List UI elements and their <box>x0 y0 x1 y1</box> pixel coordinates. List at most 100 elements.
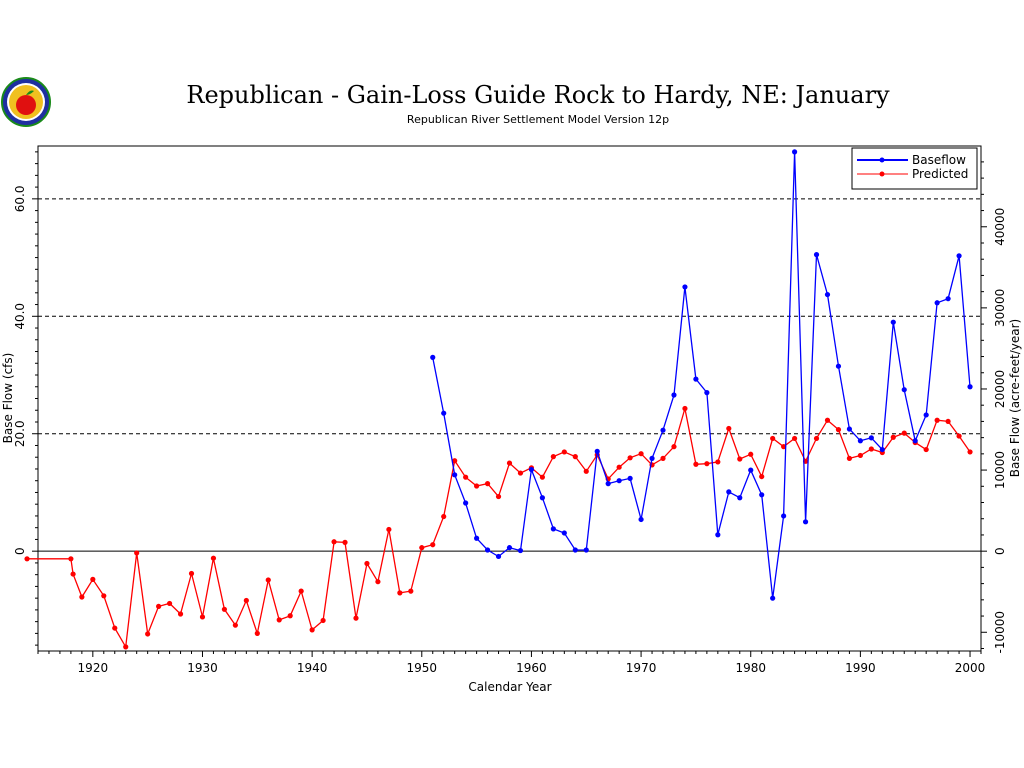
predicted-point <box>441 513 447 520</box>
predicted-point <box>188 570 195 577</box>
baseflow-point <box>835 363 842 369</box>
predicted-point <box>627 455 633 461</box>
predicted-point <box>572 454 578 460</box>
baseflow-point <box>704 390 710 396</box>
x-tick-label: 1930 <box>187 661 218 675</box>
legend-baseflow-marker <box>879 157 885 163</box>
predicted-point <box>112 625 118 631</box>
predicted-point <box>726 425 732 432</box>
predicted-point <box>408 588 414 594</box>
y-tick-label: 0 <box>13 547 27 555</box>
baseflow-point <box>726 489 732 495</box>
baseflow-point <box>583 547 589 553</box>
predicted-point <box>123 644 129 650</box>
baseflow-point <box>715 532 721 538</box>
baseflow-point <box>495 553 502 560</box>
predicted-point <box>813 435 820 442</box>
grid-lines <box>38 198 981 552</box>
baseflow-point <box>616 478 622 484</box>
predicted-point <box>901 430 907 436</box>
baseflow-point <box>923 412 929 418</box>
baseflow-point <box>912 438 918 444</box>
predicted-point <box>145 631 151 637</box>
baseflow-point <box>890 319 896 325</box>
series-layer <box>24 149 973 650</box>
predicted-point <box>320 617 326 624</box>
predicted-point <box>331 539 337 545</box>
predicted-point <box>781 444 787 450</box>
y2-tick-label: 0 <box>993 547 1007 555</box>
predicted-point <box>375 579 381 585</box>
baseflow-line <box>432 151 971 599</box>
chart-title: Republican - Gain-Loss Guide Rock to Har… <box>186 81 890 109</box>
baseflow-point <box>956 253 962 259</box>
predicted-point <box>254 630 260 636</box>
legend-predicted-marker <box>879 171 885 177</box>
predicted-point <box>693 461 699 467</box>
x-tick-label: 1980 <box>735 661 766 675</box>
predicted-point <box>419 545 425 551</box>
baseflow-point <box>802 519 809 525</box>
baseflow-point <box>967 384 973 390</box>
baseflow-point <box>627 475 633 481</box>
predicted-point <box>704 461 710 467</box>
baseflow-point <box>594 448 600 454</box>
baseflow-point <box>463 500 469 506</box>
baseflow-point <box>539 495 545 501</box>
predicted-line <box>27 408 971 649</box>
predicted-point <box>770 435 776 442</box>
predicted-point <box>134 550 140 556</box>
predicted-point <box>386 526 392 533</box>
baseflow-point <box>813 252 820 258</box>
baseflow-point <box>474 535 480 541</box>
predicted-point <box>737 456 743 462</box>
predicted-point <box>967 449 973 455</box>
baseflow-point <box>528 466 535 473</box>
predicted-point <box>890 434 896 440</box>
predicted-point <box>177 611 184 617</box>
x-tick-label: 1950 <box>407 661 438 675</box>
x-axis: 1920 1930 1940 1950 1960 1970 1980 1990 2000 <box>37 651 985 675</box>
predicted-point <box>287 613 293 619</box>
x-tick-label: 1990 <box>845 661 876 675</box>
baseflow-point <box>857 438 863 444</box>
predicted-point <box>484 481 491 487</box>
predicted-point <box>956 433 962 439</box>
predicted-point <box>243 597 249 604</box>
predicted-point <box>24 556 30 562</box>
baseflow-point <box>748 467 754 473</box>
predicted-point <box>101 593 107 599</box>
predicted-point <box>671 444 677 450</box>
predicted-point <box>539 474 545 480</box>
predicted-point <box>923 446 929 453</box>
y2-tick-label: 10000 <box>993 451 1007 489</box>
predicted-point <box>561 449 567 455</box>
x-tick-label: 1940 <box>297 661 328 675</box>
baseflow-point <box>441 410 447 416</box>
predicted-point <box>934 417 940 423</box>
baseflow-point <box>517 547 524 554</box>
predicted-point <box>90 576 96 582</box>
baseflow-point <box>452 472 458 478</box>
baseflow-point <box>770 595 776 601</box>
predicted-point <box>868 446 874 452</box>
baseflow-point <box>868 435 874 441</box>
predicted-point <box>452 458 458 464</box>
x-tick-label: 1970 <box>626 661 657 675</box>
baseflow-point <box>945 296 951 302</box>
baseflow-point <box>824 291 831 298</box>
y2-tick-label: 20000 <box>993 370 1007 408</box>
y-tick-label: 60.0 <box>13 185 27 212</box>
predicted-point <box>550 454 556 460</box>
y2-axis-label: Base Flow (acre-feet/year) <box>1008 319 1022 477</box>
predicted-point <box>583 468 589 474</box>
baseflow-point <box>781 513 787 519</box>
predicted-point <box>276 617 282 623</box>
baseflow-point <box>561 530 567 536</box>
predicted-point <box>156 603 162 609</box>
chart-subtitle: Republican River Settlement Model Versio… <box>407 113 669 126</box>
baseflow-point <box>737 495 743 501</box>
predicted-point <box>68 556 74 562</box>
predicted-point <box>759 473 765 480</box>
